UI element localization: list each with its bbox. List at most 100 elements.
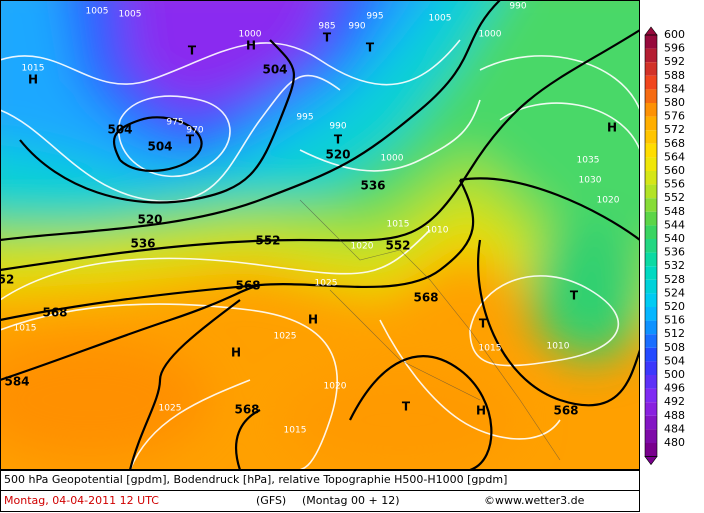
map-label: 990 xyxy=(348,22,365,32)
colorbar-swatch xyxy=(645,375,657,389)
colorbar-swatch xyxy=(645,320,657,335)
map-label: 975 xyxy=(166,118,183,128)
colorbar-swatch xyxy=(645,130,657,144)
map-frame xyxy=(0,0,640,470)
colorbar-label: 480 xyxy=(664,436,685,449)
map-label-bold: 568 xyxy=(234,403,259,417)
map-label: 1020 xyxy=(324,382,347,392)
colorbar-label: 548 xyxy=(664,205,685,218)
map-label: 1035 xyxy=(577,156,600,166)
colorbar-label: 488 xyxy=(664,409,685,422)
map-label: 1010 xyxy=(426,226,449,236)
colorbar-swatch xyxy=(645,116,657,131)
map-label: 995 xyxy=(296,113,313,123)
colorbar-label: 596 xyxy=(664,42,685,55)
colorbar-swatch xyxy=(645,293,657,307)
colorbar-label: 544 xyxy=(664,218,685,231)
colorbar-label: 572 xyxy=(664,123,685,136)
map-label-bold: 504 xyxy=(107,123,132,137)
map-label: 1015 xyxy=(284,426,307,436)
map-label: 1015 xyxy=(479,344,502,354)
colorbar-label: 512 xyxy=(664,327,685,340)
colorbar-swatch xyxy=(645,402,657,416)
map-label-bold: H xyxy=(246,39,256,53)
colorbar-cap xyxy=(644,26,658,36)
map-label: 1025 xyxy=(274,332,297,342)
colorbar-label: 508 xyxy=(664,341,685,354)
colorbar-label: 592 xyxy=(664,55,685,68)
footer-model: (GFS) xyxy=(256,494,286,507)
colorbar-swatch xyxy=(645,279,657,294)
map-label: 1015 xyxy=(14,324,37,334)
colorbar-swatch xyxy=(645,252,657,267)
footer-run: (Montag 00 + 12) xyxy=(302,494,400,507)
colorbar: 6005965925885845805765725685645605565525… xyxy=(644,26,685,466)
map-label-bold: 552 xyxy=(385,239,410,253)
map-label-bold: 536 xyxy=(360,179,385,193)
colorbar-label: 520 xyxy=(664,300,685,313)
map-label-bold: 568 xyxy=(235,279,260,293)
map-label: 1015 xyxy=(22,64,45,74)
map-label-bold: 504 xyxy=(147,140,172,154)
colorbar-label: 556 xyxy=(664,178,685,191)
colorbar-swatch xyxy=(645,184,657,199)
map-label: 1005 xyxy=(119,10,142,20)
colorbar-label: 528 xyxy=(664,273,685,286)
map-label: 1030 xyxy=(579,176,602,186)
map-label: 1000 xyxy=(479,30,502,40)
map-label-bold: 504 xyxy=(262,63,287,77)
map-label-bold: T xyxy=(188,44,197,58)
colorbar-label: 536 xyxy=(664,246,685,259)
colorbar-label: 524 xyxy=(664,286,685,299)
colorbar-swatch xyxy=(645,143,657,158)
colorbar-swatch xyxy=(645,415,657,430)
map-label: 990 xyxy=(329,122,346,132)
map-label: 1000 xyxy=(381,154,404,164)
colorbar-label: 588 xyxy=(664,69,685,82)
colorbar-swatch xyxy=(645,266,657,280)
colorbar-swatch xyxy=(645,307,657,321)
colorbar-label: 584 xyxy=(664,82,685,95)
colorbar-swatch xyxy=(645,171,657,185)
map-label: 1010 xyxy=(547,342,570,352)
map-label-bold: H xyxy=(28,73,38,87)
map-label-bold: T xyxy=(402,400,411,414)
map-label-bold: H xyxy=(231,346,241,360)
map-label-bold: T xyxy=(479,317,488,331)
colorbar-swatch xyxy=(645,225,657,239)
colorbar-label: 484 xyxy=(664,422,685,435)
map-label-bold: T xyxy=(186,133,195,147)
map-label: 1025 xyxy=(159,404,182,414)
map-label-bold: 568 xyxy=(553,404,578,418)
colorbar-swatch xyxy=(645,48,657,63)
map-label: 995 xyxy=(366,12,383,22)
colorbar-swatch xyxy=(645,75,657,90)
map-label-bold: 520 xyxy=(325,148,350,162)
colorbar-label: 504 xyxy=(664,354,685,367)
colorbar-swatch xyxy=(645,157,657,171)
map-field xyxy=(0,0,640,470)
map-label: 1015 xyxy=(387,220,410,230)
map-label-bold: 584 xyxy=(4,375,29,389)
map-label: 970 xyxy=(186,126,203,136)
colorbar-swatch xyxy=(645,89,657,103)
colorbar-swatch xyxy=(645,62,657,76)
map-label: 1005 xyxy=(86,7,109,17)
colorbar-cap xyxy=(644,456,658,466)
colorbar-swatch xyxy=(645,35,657,49)
colorbar-frame xyxy=(644,34,658,457)
map-label: 1020 xyxy=(351,242,374,252)
colorbar-label: 580 xyxy=(664,96,685,109)
map-label-bold: 536 xyxy=(130,237,155,251)
colorbar-label: 568 xyxy=(664,137,685,150)
colorbar-label: 492 xyxy=(664,395,685,408)
map-label-bold: H xyxy=(476,404,486,418)
colorbar-swatch xyxy=(645,103,657,117)
colorbar-label: 600 xyxy=(664,28,685,41)
map-label: 1005 xyxy=(429,14,452,24)
map-label-bold: H xyxy=(308,313,318,327)
colorbar-swatch xyxy=(645,388,657,403)
colorbar-label: 532 xyxy=(664,259,685,272)
map-label-bold: T xyxy=(323,31,332,45)
